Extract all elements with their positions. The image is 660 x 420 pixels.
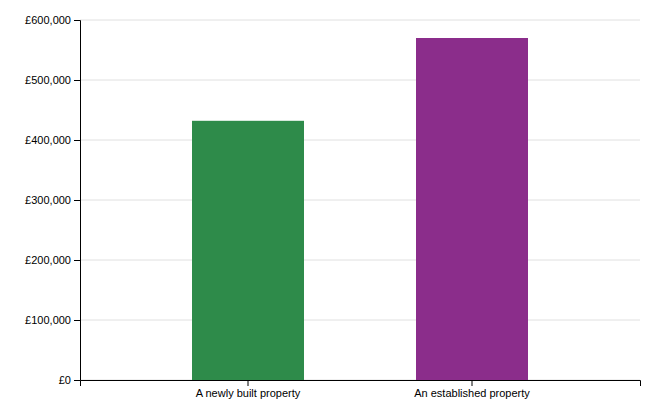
- tick-label: A newly built property: [196, 387, 301, 399]
- tick-label: An established property: [414, 387, 530, 399]
- tick-mark: [74, 80, 80, 81]
- tick: £400,000: [25, 134, 80, 146]
- grid-line: [80, 20, 640, 21]
- x-axis: A newly built property An established pro…: [81, 380, 641, 399]
- tick-label: £0: [59, 374, 71, 386]
- tick: An established property: [414, 380, 530, 399]
- axis-line: [81, 381, 641, 387]
- tick-mark: [74, 200, 80, 201]
- tick-mark: [74, 20, 80, 21]
- grid: [80, 20, 640, 380]
- grid-line: [80, 200, 640, 201]
- tick-mark: [74, 260, 80, 261]
- tick-mark: [74, 380, 80, 381]
- chart: £0 £100,000 £200,000 £300,000 £400,000 £500,0…: [0, 0, 660, 420]
- tick: £100,000: [25, 314, 80, 326]
- y-axis: £0 £100,000 £200,000 £300,000 £400,000 £500,0…: [25, 14, 80, 386]
- bar: [416, 38, 528, 380]
- tick: £300,000: [25, 194, 80, 206]
- tick-mark: [74, 320, 80, 321]
- grid-line: [80, 320, 640, 321]
- bars: [192, 38, 528, 380]
- bar: [192, 121, 304, 380]
- tick-label: £200,000: [25, 254, 71, 266]
- axis-line: [74, 21, 81, 381]
- tick: £0: [59, 374, 80, 386]
- tick-mark: [472, 380, 473, 386]
- tick-label: £500,000: [25, 74, 71, 86]
- tick-label: £400,000: [25, 134, 71, 146]
- tick-label: £100,000: [25, 314, 71, 326]
- grid-line: [80, 260, 640, 261]
- grid-line: [80, 80, 640, 81]
- tick: £500,000: [25, 74, 80, 86]
- tick-mark: [248, 380, 249, 386]
- tick: A newly built property: [196, 380, 301, 399]
- tick-label: £600,000: [25, 14, 71, 26]
- plot-area: £0 £100,000 £200,000 £300,000 £400,000 £500,0…: [25, 14, 640, 399]
- tick-label: £300,000: [25, 194, 71, 206]
- tick: £200,000: [25, 254, 80, 266]
- grid-line: [80, 140, 640, 141]
- tick-mark: [74, 140, 80, 141]
- tick: £600,000: [25, 14, 80, 26]
